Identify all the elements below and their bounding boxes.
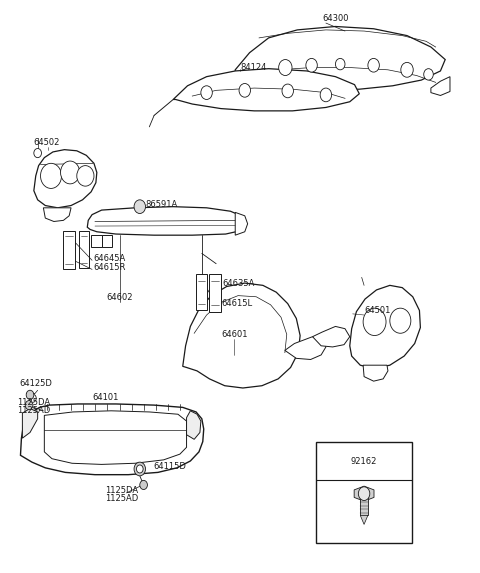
Text: 1125AD: 1125AD (106, 494, 139, 503)
Circle shape (320, 88, 332, 102)
Polygon shape (235, 213, 248, 235)
Polygon shape (91, 235, 102, 246)
Circle shape (401, 62, 413, 77)
Circle shape (25, 401, 33, 410)
Polygon shape (312, 327, 350, 347)
Polygon shape (354, 486, 374, 501)
Polygon shape (431, 77, 450, 96)
Polygon shape (79, 230, 89, 268)
Circle shape (368, 58, 379, 72)
Polygon shape (363, 365, 388, 381)
Polygon shape (173, 69, 360, 111)
Text: 64115D: 64115D (153, 462, 186, 471)
Circle shape (77, 166, 94, 186)
Circle shape (279, 60, 292, 76)
Polygon shape (350, 285, 420, 368)
Text: 86591A: 86591A (145, 200, 178, 209)
Text: 64615L: 64615L (222, 299, 253, 308)
Polygon shape (23, 409, 37, 438)
Polygon shape (235, 26, 445, 91)
Circle shape (336, 58, 345, 70)
Text: 64502: 64502 (34, 138, 60, 147)
Polygon shape (34, 150, 97, 208)
Circle shape (239, 84, 251, 97)
Polygon shape (187, 411, 201, 439)
Text: 64601: 64601 (221, 330, 248, 339)
Polygon shape (209, 274, 221, 312)
Polygon shape (285, 337, 326, 359)
Polygon shape (63, 230, 75, 269)
Text: 64645A: 64645A (93, 253, 125, 262)
Polygon shape (360, 515, 368, 524)
Circle shape (282, 84, 293, 98)
Text: 64125D: 64125D (20, 379, 52, 388)
Text: 64615R: 64615R (93, 262, 125, 272)
Circle shape (30, 394, 36, 402)
Circle shape (140, 480, 147, 489)
Text: 84124: 84124 (240, 63, 266, 72)
Polygon shape (21, 404, 204, 474)
Bar (360, 496, 368, 515)
Bar (316, 442, 412, 543)
Polygon shape (183, 283, 300, 388)
Circle shape (26, 390, 34, 399)
Text: 64300: 64300 (322, 14, 348, 23)
Circle shape (136, 465, 143, 473)
Text: 64101: 64101 (92, 393, 119, 402)
Text: 1125AD: 1125AD (17, 406, 50, 415)
Circle shape (60, 161, 80, 184)
Circle shape (134, 462, 145, 476)
Circle shape (34, 148, 41, 158)
Circle shape (201, 86, 212, 100)
Polygon shape (87, 207, 245, 235)
Circle shape (363, 308, 386, 336)
Circle shape (424, 69, 433, 80)
Text: 1125DA: 1125DA (17, 398, 50, 407)
Circle shape (40, 163, 61, 189)
Polygon shape (44, 411, 187, 464)
Polygon shape (43, 208, 71, 222)
Text: 92162: 92162 (351, 457, 377, 466)
Circle shape (134, 200, 145, 214)
Text: 1125DA: 1125DA (106, 486, 139, 495)
Circle shape (390, 308, 411, 333)
Polygon shape (102, 235, 112, 246)
Circle shape (359, 487, 370, 500)
Polygon shape (196, 274, 206, 311)
Text: 64635A: 64635A (223, 278, 255, 288)
Text: 64602: 64602 (107, 293, 133, 303)
Circle shape (306, 58, 317, 72)
Text: 64501: 64501 (364, 306, 390, 315)
